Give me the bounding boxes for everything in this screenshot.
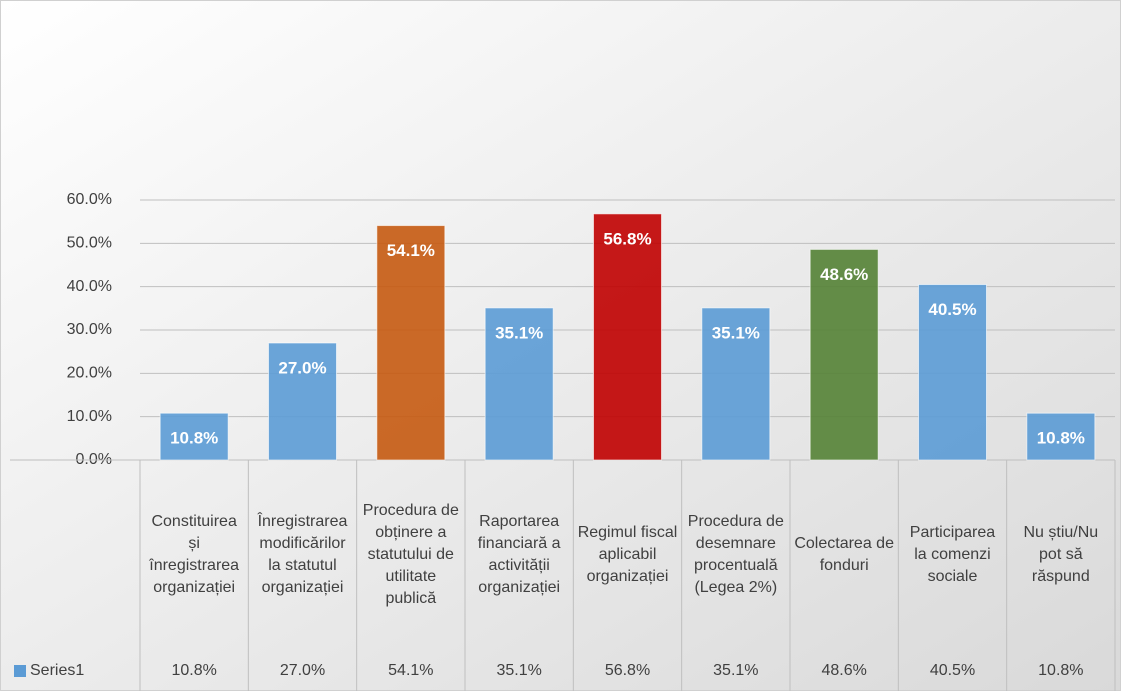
value-label: 56.8% [603,229,651,248]
table-value: 35.1% [496,662,541,679]
y-tick-label: 40.0% [67,278,112,295]
x-tick-label: Procedura de obținere a statutului de ut… [362,502,459,607]
value-label: 35.1% [712,323,760,342]
table-value: 35.1% [713,662,758,679]
bar [593,213,662,461]
legend-key [14,665,26,677]
table-value: 54.1% [388,662,433,679]
value-label: 35.1% [495,323,543,342]
value-label: 10.8% [1037,429,1085,448]
bar [809,248,879,461]
bar [159,412,229,461]
bar [701,307,771,461]
bar [1026,412,1096,461]
x-tick-label: Colectarea de fonduri [794,535,894,574]
value-label: 54.1% [387,241,435,260]
table-value: 10.8% [171,662,216,679]
table-value: 56.8% [605,662,650,679]
value-label: 27.0% [278,358,326,377]
y-tick-label: 20.0% [67,365,112,382]
x-tick-label: Participarea la comenzi sociale [909,524,996,585]
value-label: 48.6% [820,265,868,284]
x-tick-label: Constituirea și înregistrarea organizați… [149,513,240,596]
y-tick-label: 50.0% [67,235,112,252]
bar [268,342,337,461]
bar [918,284,987,461]
value-label: 10.8% [170,429,218,448]
table-value: 27.0% [280,662,325,679]
y-tick-label: 30.0% [67,321,112,338]
x-tick-label: Raportarea financiară a activității orga… [477,513,561,596]
table-value: 40.5% [930,662,975,679]
x-tick-label: Procedura de desemnare procentuală (Lege… [687,513,784,596]
table-value: 10.8% [1038,662,1083,679]
bar [376,225,446,461]
x-tick-label: Regimul fiscal aplicabil organizației [577,524,678,585]
y-tick-label: 60.0% [67,191,112,208]
y-tick-label: 10.0% [67,408,112,425]
value-label: 40.5% [928,300,976,319]
x-tick-label: Nu știu/Nu pot să răspund [1023,524,1099,585]
table-value: 48.6% [821,662,866,679]
legend-label: Series1 [30,662,84,679]
x-tick-label: Înregistrarea modificărilor la statutul … [257,513,348,596]
bar [484,307,554,461]
